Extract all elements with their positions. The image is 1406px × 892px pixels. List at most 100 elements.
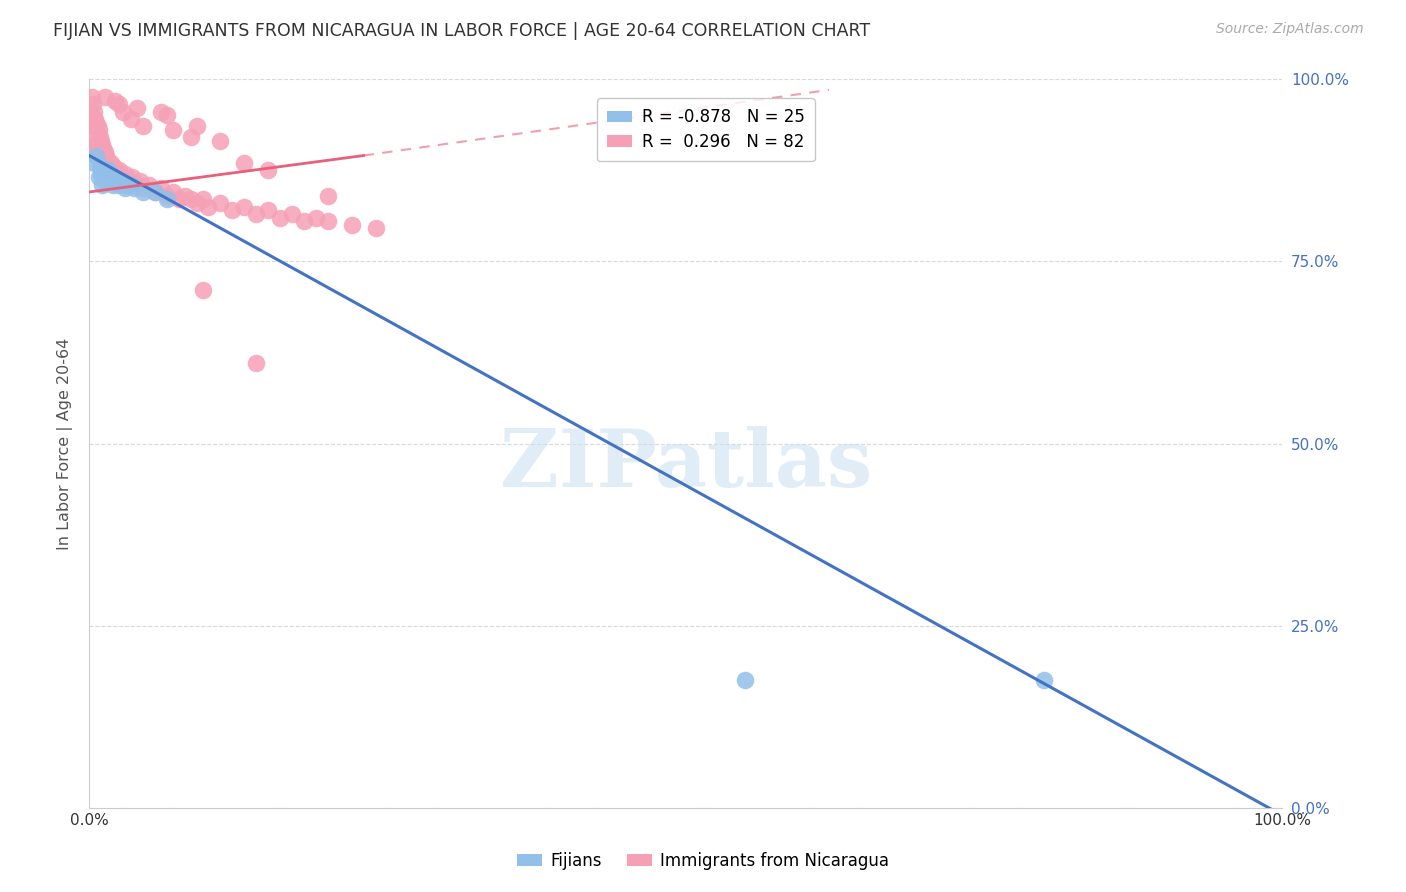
Point [114,181,136,195]
Point [233,156,256,170]
Point [191,284,214,298]
Point [91,156,114,170]
Point [89,152,111,166]
Point [98,160,121,174]
Point [96,152,118,166]
Point [93,160,115,174]
Point [149,181,172,195]
Point [97,163,120,178]
Point [156,192,179,206]
Point [93,163,115,178]
Point [104,163,127,178]
Point [186,120,208,134]
Point [132,120,155,134]
Point [149,104,172,119]
Point [292,214,315,228]
Point [121,170,143,185]
Point [117,174,139,188]
Point [245,207,267,221]
Point [83,104,105,119]
Legend: Fijians, Immigrants from Nicaragua: Fijians, Immigrants from Nicaragua [510,846,896,877]
Legend: R = -0.878   N = 25, R =  0.296   N = 82: R = -0.878 N = 25, R = 0.296 N = 82 [596,98,814,161]
Point [100,167,122,181]
Point [162,123,184,137]
Point [111,104,134,119]
Point [101,178,124,192]
Point [197,200,219,214]
Point [91,178,114,192]
Point [91,137,114,152]
Point [124,181,146,195]
Point [93,174,115,188]
Point [734,673,756,688]
Point [103,163,125,178]
Point [94,167,117,181]
Point [180,192,202,206]
Point [82,97,104,112]
Point [86,148,108,162]
Point [108,178,131,192]
Point [191,192,214,206]
Point [89,160,111,174]
Point [316,188,339,202]
Point [180,130,202,145]
Point [80,90,103,104]
Point [125,101,148,115]
Text: Source: ZipAtlas.com: Source: ZipAtlas.com [1216,22,1364,37]
Point [138,178,160,192]
Point [87,148,110,162]
Point [83,156,105,170]
Point [120,112,142,126]
Point [93,90,115,104]
Point [83,137,105,152]
Point [93,145,115,159]
Point [364,221,387,235]
Point [101,160,124,174]
Point [82,130,104,145]
Point [89,130,111,145]
Point [156,108,179,122]
Point [167,192,190,206]
Point [257,163,280,178]
Point [86,148,108,162]
Point [80,120,103,134]
Point [84,145,107,159]
Point [87,123,110,137]
Point [84,112,107,126]
Y-axis label: In Labor Force | Age 20-64: In Labor Force | Age 20-64 [58,337,73,549]
Point [86,145,108,159]
Point [90,167,112,181]
Point [97,156,120,170]
Point [245,356,267,370]
Point [105,167,128,181]
Point [173,188,195,202]
Point [120,178,142,192]
Point [316,214,339,228]
Point [104,170,127,185]
Point [86,120,108,134]
Point [132,185,155,199]
Point [143,185,166,199]
Point [114,167,136,181]
Point [340,218,363,232]
Point [101,163,124,178]
Point [100,156,122,170]
Point [269,211,291,225]
Point [221,203,243,218]
Text: FIJIAN VS IMMIGRANTS FROM NICARAGUA IN LABOR FORCE | AGE 20-64 CORRELATION CHART: FIJIAN VS IMMIGRANTS FROM NICARAGUA IN L… [53,22,870,40]
Point [93,141,115,155]
Point [305,211,328,225]
Point [90,134,112,148]
Point [86,116,108,130]
Point [1032,673,1054,688]
Point [209,134,232,148]
Point [104,94,127,108]
Point [143,185,166,199]
Point [156,188,179,202]
Point [110,170,132,185]
Point [93,163,115,178]
Point [257,203,280,218]
Point [281,207,304,221]
Point [94,148,117,162]
Point [111,174,134,188]
